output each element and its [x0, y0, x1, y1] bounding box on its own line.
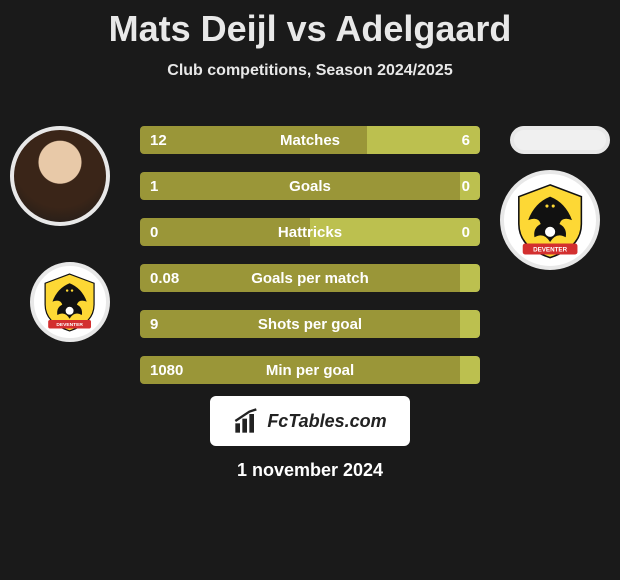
stat-row: 00Hattricks: [140, 218, 480, 246]
svg-text:DEVENTER: DEVENTER: [57, 322, 84, 328]
svg-text:DEVENTER: DEVENTER: [533, 246, 568, 253]
stat-left-value: 0: [140, 218, 310, 246]
stat-row: 126Matches: [140, 126, 480, 154]
stat-left-value: 1: [140, 172, 460, 200]
stat-right-value: [460, 264, 480, 292]
club-badge-right: DEVENTER: [500, 170, 600, 270]
eagle-badge-icon: DEVENTER: [511, 181, 589, 259]
stat-right-value: 6: [367, 126, 480, 154]
stat-right-value: 0: [310, 218, 480, 246]
stat-left-value: 1080: [140, 356, 460, 384]
page-subtitle: Club competitions, Season 2024/2025: [0, 62, 620, 80]
stat-right-value: [460, 356, 480, 384]
eagle-badge-icon: DEVENTER: [39, 271, 100, 332]
stats-bars: 126Matches 10Goals 00Hattricks 0.08Goals pe…: [140, 126, 480, 402]
stat-left-value: 12: [140, 126, 367, 154]
stat-row: 9Shots per goal: [140, 310, 480, 338]
player-left-avatar: [10, 126, 110, 226]
stat-left-value: 0.08: [140, 264, 460, 292]
chart-icon: [233, 407, 261, 435]
branding-text: FcTables.com: [267, 411, 386, 432]
player-right-avatar: [510, 126, 610, 154]
stat-row: 10Goals: [140, 172, 480, 200]
stat-left-value: 9: [140, 310, 460, 338]
club-badge-left: DEVENTER: [30, 262, 110, 342]
page-title: Mats Deijl vs Adelgaard: [0, 0, 620, 50]
stat-row: 0.08Goals per match: [140, 264, 480, 292]
branding-badge: FcTables.com: [210, 396, 410, 446]
stat-right-value: 0: [460, 172, 480, 200]
stat-row: 1080Min per goal: [140, 356, 480, 384]
stat-right-value: [460, 310, 480, 338]
date-text: 1 november 2024: [0, 460, 620, 481]
